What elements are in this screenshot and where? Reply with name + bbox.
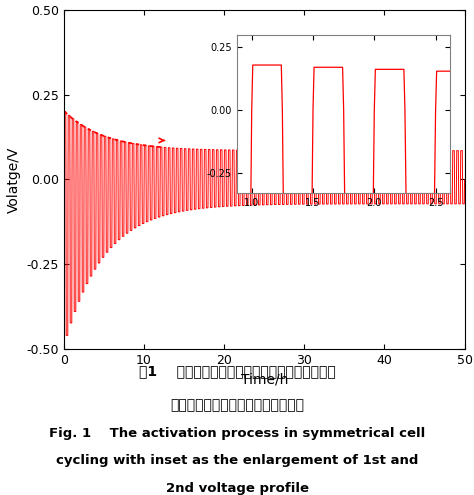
Text: 图1    对称电池循环过程中的活化现象，内嵌图为: 图1 对称电池循环过程中的活化现象，内嵌图为 — [138, 364, 336, 378]
Text: 第一周至第二周的响应电压局部放大: 第一周至第二周的响应电压局部放大 — [170, 398, 304, 412]
Y-axis label: Volatge/V: Volatge/V — [7, 146, 21, 213]
Text: 2nd voltage profile: 2nd voltage profile — [165, 482, 309, 495]
X-axis label: Time/h: Time/h — [241, 372, 288, 387]
Text: cycling with inset as the enlargement of 1st and: cycling with inset as the enlargement of… — [56, 454, 418, 467]
Text: Fig. 1    The activation process in symmetrical cell: Fig. 1 The activation process in symmetr… — [49, 427, 425, 440]
